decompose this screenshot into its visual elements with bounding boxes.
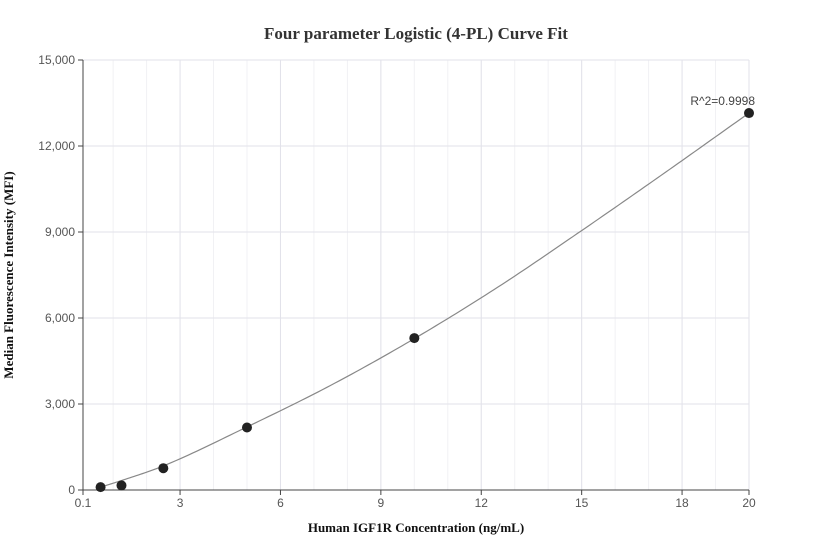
fit-curve (100, 112, 750, 488)
data-point (158, 463, 169, 474)
data-points-layer (95, 108, 754, 493)
chart-title: Four parameter Logistic (4-PL) Curve Fit (264, 24, 568, 43)
y-tick-label: 3,000 (45, 397, 75, 411)
grid (82, 59, 750, 491)
data-point (409, 333, 420, 344)
fit-curve-layer (100, 112, 750, 488)
y-tick-label: 0 (68, 483, 75, 497)
x-tick-label: 9 (378, 496, 385, 510)
x-tick-label: 18 (675, 496, 689, 510)
axes: 0.1 3 6 9 12 15 18 20 0 3,000 6,000 9,000 12,000 15,0… (38, 53, 756, 510)
x-tick-label: 20 (742, 496, 756, 510)
y-tick-label: 15,000 (38, 53, 75, 67)
x-tick-label: 15 (575, 496, 589, 510)
y-axis-title: Median Fluorescence Intensity (MFI) (1, 171, 16, 378)
y-tick-label: 6,000 (45, 311, 75, 325)
x-axis-title: Human IGF1R Concentration (ng/mL) (308, 520, 524, 535)
data-point (744, 108, 754, 119)
x-tick-label: 6 (277, 496, 284, 510)
y-tick-label: 9,000 (45, 225, 75, 239)
data-point (116, 480, 127, 491)
labels-layer: R^2=0.9998 (690, 94, 755, 108)
x-tick-label: 0.1 (75, 496, 92, 510)
y-tick-label: 12,000 (38, 139, 75, 153)
r-squared-annotation: R^2=0.9998 (690, 94, 755, 108)
x-tick-label: 12 (475, 496, 489, 510)
data-point (241, 422, 252, 433)
data-point (95, 482, 106, 493)
x-tick-label: 3 (177, 496, 184, 510)
